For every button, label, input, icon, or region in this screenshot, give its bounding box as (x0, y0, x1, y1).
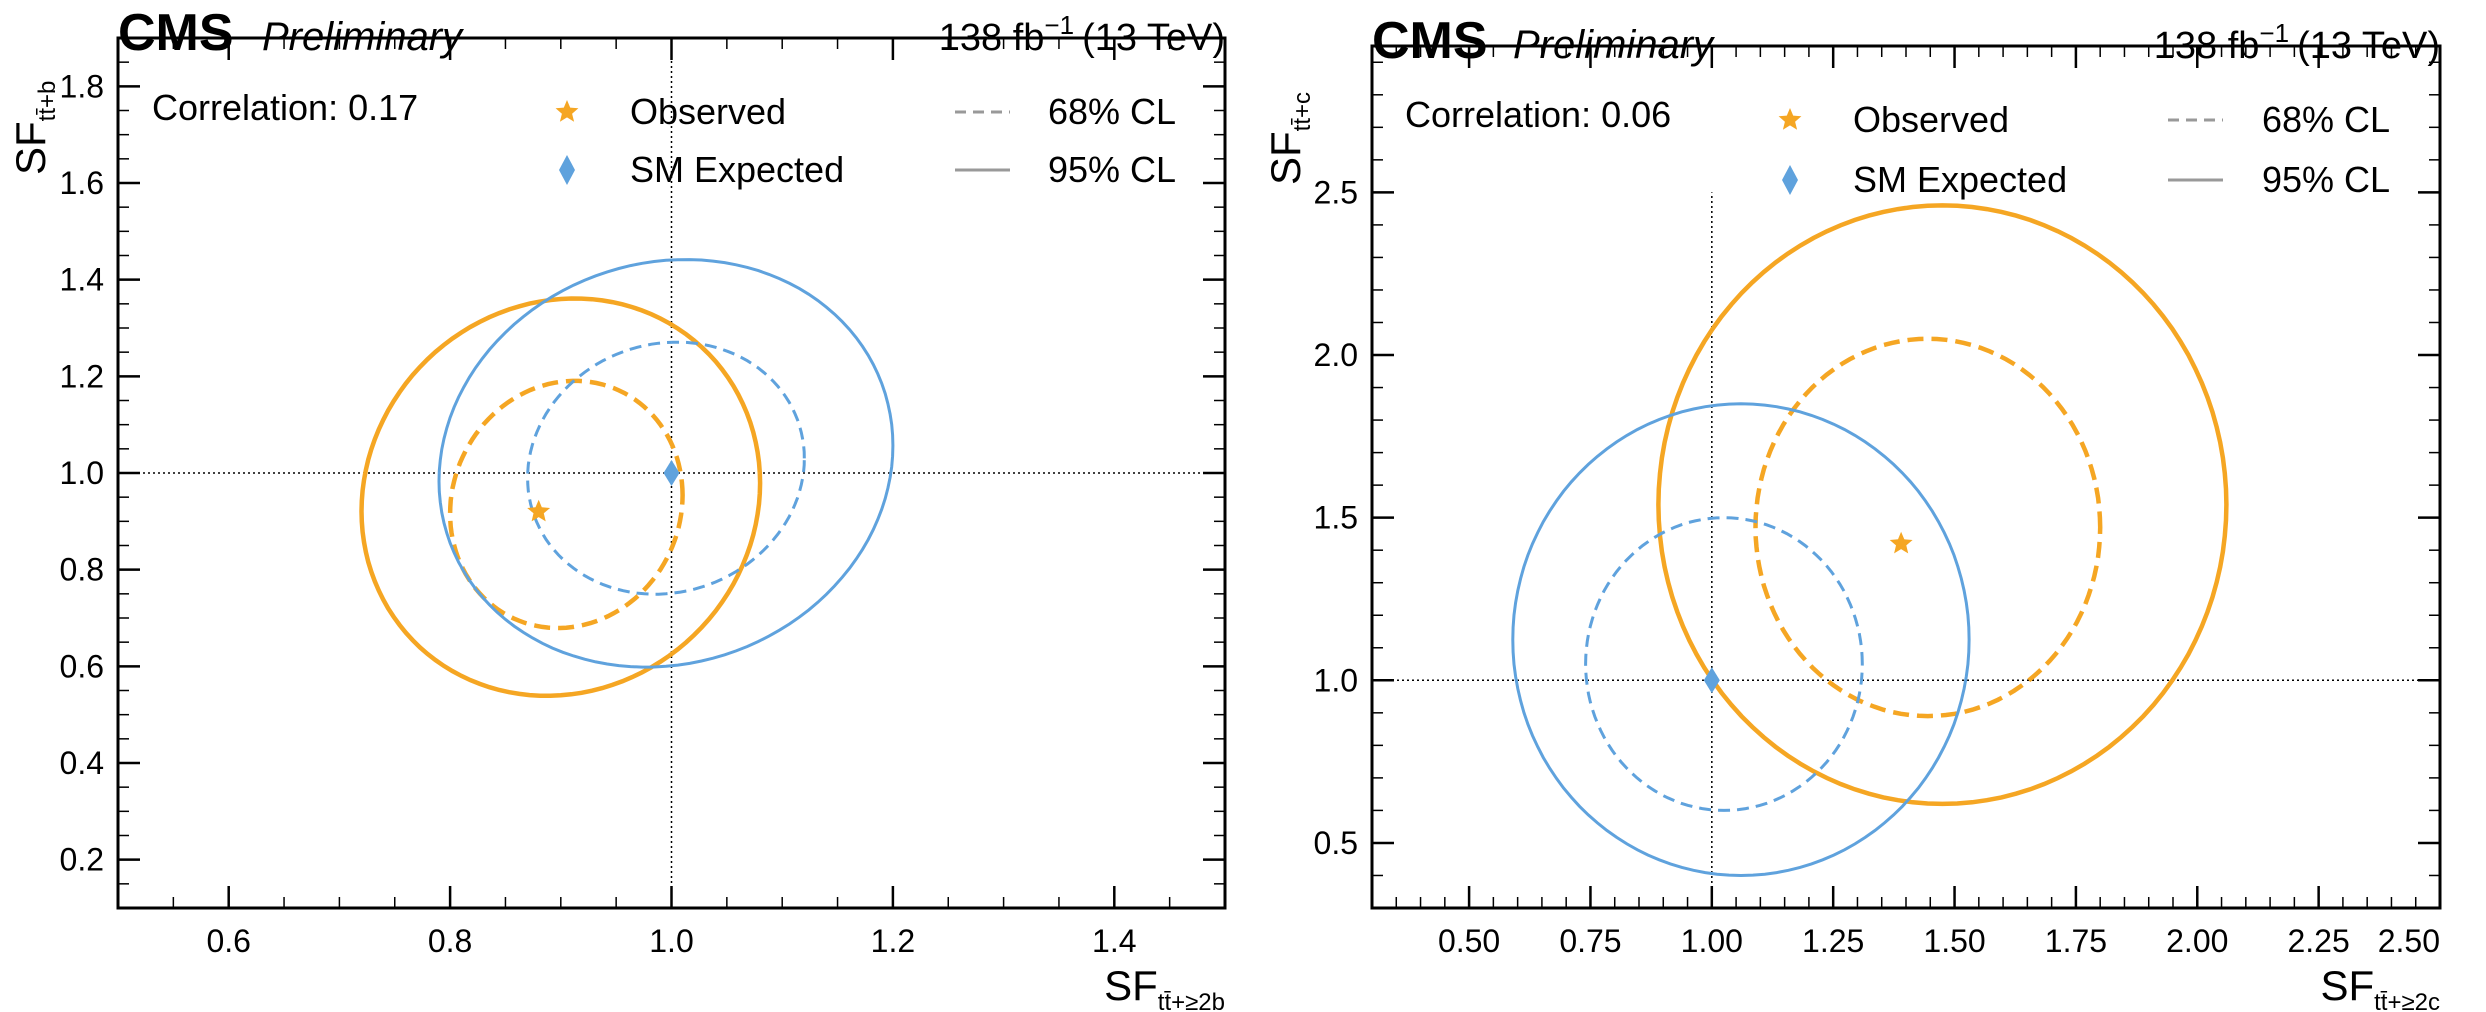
experiment-label: CMS (118, 4, 234, 62)
plot-frame (1370, 44, 2442, 910)
expected-diamond-marker (663, 460, 680, 486)
y-tick-label: 1.2 (60, 358, 104, 394)
y-tick-label: 0.6 (60, 648, 104, 684)
legend-expected-diamond (1782, 165, 1798, 195)
y-tick-label: 2.5 (1314, 174, 1358, 210)
y-tick-label: 2.0 (1314, 337, 1358, 373)
x-tick-label: 1.4 (1092, 923, 1136, 959)
legend-observed-label: Observed (1853, 99, 2009, 140)
y-tick-label: 1.0 (60, 455, 104, 491)
y-tick-label: 0.4 (60, 745, 104, 781)
plot-frame (116, 36, 1227, 910)
x-tick-label: 1.75 (2045, 923, 2107, 959)
observed-68-contour (1753, 336, 2103, 719)
legend-95-label: 95% CL (2262, 159, 2390, 200)
expected-95-contour (1511, 402, 1971, 878)
y-axis-title: SFtt̄+b (7, 81, 61, 175)
lumi-label: 138 fb−1 (13 TeV) (939, 10, 1225, 59)
observed-68-contour (447, 378, 685, 631)
y-tick-label: 1.0 (1314, 662, 1358, 698)
x-tick-label: 2.00 (2166, 923, 2228, 959)
legend-observed-label: Observed (630, 91, 786, 132)
expected-95-contour (437, 258, 895, 669)
x-tick-label: 2.50 (2378, 923, 2440, 959)
y-tick-label: 0.8 (60, 552, 104, 588)
correlation-label: Correlation: 0.06 (1405, 94, 1671, 135)
legend: Observed SM Expected 68% CL 95% CL (555, 91, 1176, 190)
minor-ticks (117, 37, 1226, 909)
x-tick-label: 1.25 (1802, 923, 1864, 959)
y-tick-label: 1.4 (60, 262, 104, 298)
y-tick-labels: 0.2 0.4 0.6 0.8 1.0 1.2 1.4 1.6 1.8 (60, 68, 104, 877)
legend-95-label: 95% CL (1048, 149, 1176, 190)
x-tick-label: 2.25 (2287, 923, 2349, 959)
observed-star-marker (1889, 531, 1913, 554)
observed-95-contour (1656, 203, 2229, 807)
legend-68-label: 68% CL (1048, 91, 1176, 132)
legend-observed-star (1778, 108, 1802, 130)
y-tick-label: 1.6 (60, 165, 104, 201)
left-panel: CMS Preliminary 138 fb−1 (13 TeV) 0.6 0.8… (7, 4, 1227, 1012)
x-tick-label: 0.6 (206, 923, 250, 959)
x-tick-labels: 0.6 0.8 1.0 1.2 1.4 (206, 923, 1136, 959)
x-axis-title: SFtt̄+≥2b (1104, 962, 1225, 1012)
expected-diamond-marker (1703, 667, 1720, 694)
right-panel: CMS Preliminary 138 fb−1 (13 TeV) 0.50 0.… (1262, 12, 2442, 1012)
legend-expected-diamond (559, 155, 575, 185)
y-tick-labels: 0.5 1.0 1.5 2.0 2.5 (1314, 174, 1358, 861)
y-tick-label: 0.5 (1314, 825, 1358, 861)
observed-95-contour (359, 296, 763, 699)
plot-area (1370, 44, 2442, 910)
legend: Observed SM Expected 68% CL 95% CL (1778, 99, 2390, 200)
legend-observed-star (555, 100, 579, 122)
x-axis-title: SFtt̄+≥2c (2320, 962, 2440, 1012)
y-tick-label: 1.5 (1314, 500, 1358, 536)
expected-68-contour (1584, 516, 1864, 812)
legend-68-label: 68% CL (2262, 99, 2390, 140)
legend-expected-label: SM Expected (630, 149, 844, 190)
legend-expected-label: SM Expected (1853, 159, 2067, 200)
x-tick-label: 1.2 (871, 923, 915, 959)
x-tick-label: 1.0 (649, 923, 693, 959)
y-tick-label: 1.8 (60, 68, 104, 104)
x-tick-label: 0.8 (428, 923, 472, 959)
plot-area (116, 36, 1227, 910)
x-tick-labels: 0.50 0.75 1.00 1.25 1.50 1.75 2.00 2.25 … (1438, 923, 2440, 959)
x-tick-label: 0.50 (1438, 923, 1500, 959)
y-axis-title: SFtt̄+c (1262, 92, 1316, 185)
correlation-label: Correlation: 0.17 (152, 87, 418, 128)
expected-68-contour (526, 340, 806, 596)
observed-star-marker (527, 499, 551, 522)
x-tick-label: 0.75 (1559, 923, 1621, 959)
y-tick-label: 0.2 (60, 842, 104, 878)
x-tick-label: 1.00 (1681, 923, 1743, 959)
x-tick-label: 1.50 (1923, 923, 1985, 959)
minor-ticks (1371, 46, 2440, 909)
